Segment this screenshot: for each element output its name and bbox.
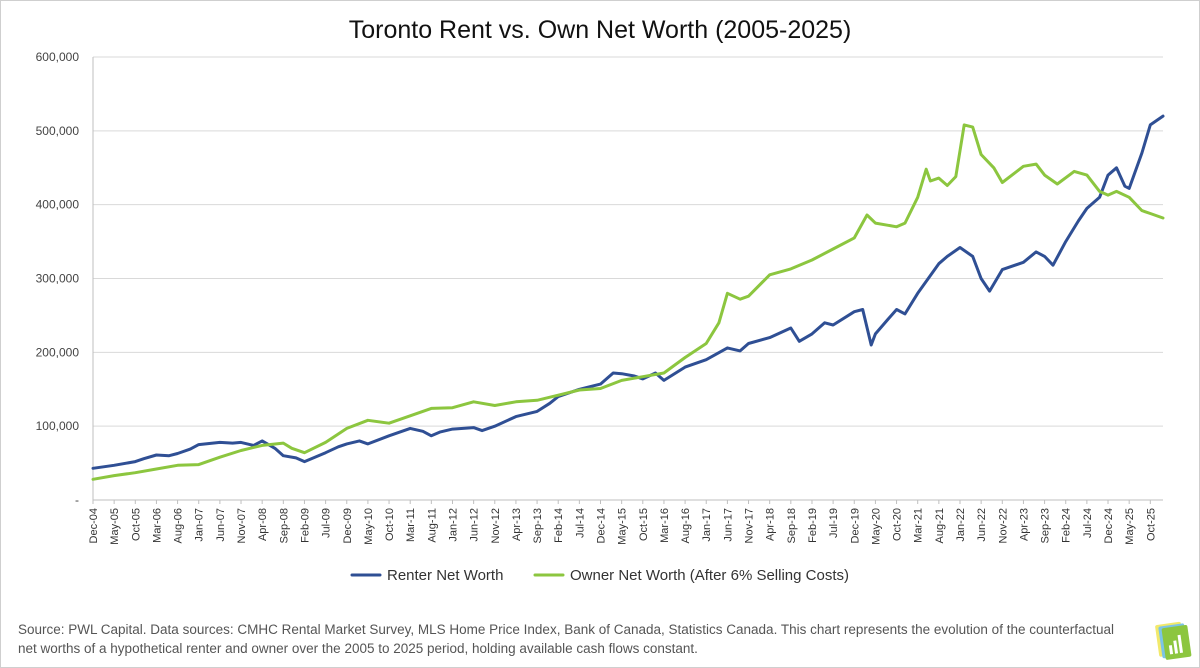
x-tick-label: Sep-23 xyxy=(1040,508,1052,543)
x-tick-label: May-25 xyxy=(1124,508,1136,545)
logo-bar xyxy=(1173,640,1179,654)
chart-title: Toronto Rent vs. Own Net Worth (2005-202… xyxy=(349,16,852,44)
x-tick-label: Jan-22 xyxy=(955,508,967,542)
source-note: Source: PWL Capital. Data sources: CMHC … xyxy=(18,622,1115,656)
x-tick-label: Jul-24 xyxy=(1082,508,1094,538)
x-tick-label: Aug-21 xyxy=(934,508,946,543)
series-lines xyxy=(91,114,1165,481)
x-tick-label: Apr-08 xyxy=(257,508,269,541)
x-tick-label: Jun-22 xyxy=(976,508,988,542)
x-tick-label: Feb-09 xyxy=(299,508,311,543)
x-tick-label: Aug-11 xyxy=(426,508,438,543)
legend-label: Owner Net Worth (After 6% Selling Costs) xyxy=(570,567,849,584)
y-tick-label: 300,000 xyxy=(36,272,80,286)
x-tick-label: Apr-23 xyxy=(1018,508,1030,541)
y-tick-label: - xyxy=(75,493,79,507)
x-tick-label: Nov-12 xyxy=(490,508,502,543)
x-tick-label: Sep-08 xyxy=(278,508,290,543)
x-tick-label: Sep-18 xyxy=(786,508,798,543)
x-tick-label: Jun-07 xyxy=(215,508,227,542)
x-tick-label: Oct-20 xyxy=(892,508,904,541)
x-tick-label: Aug-16 xyxy=(680,508,692,543)
logo-bar xyxy=(1177,634,1184,654)
x-tick-label: Jun-12 xyxy=(469,508,481,542)
logo-bar xyxy=(1168,645,1174,655)
x-tick-label: Jan-07 xyxy=(194,508,206,542)
x-tick-label: Mar-11 xyxy=(405,508,417,542)
x-tick-label: May-20 xyxy=(870,508,882,545)
x-tick-label: Feb-19 xyxy=(807,508,819,543)
x-tick-label: Nov-17 xyxy=(744,508,756,543)
x-tick-label: Nov-07 xyxy=(236,508,248,543)
x-tick-label: Feb-14 xyxy=(553,508,565,543)
series-line-renter xyxy=(91,114,1165,470)
x-tick-label: Oct-15 xyxy=(638,508,650,541)
bar-chart-logo-icon xyxy=(1155,621,1192,660)
x-tick-label: Oct-05 xyxy=(130,508,142,541)
x-tick-label: Nov-22 xyxy=(997,508,1009,543)
x-tick-label: Apr-18 xyxy=(765,508,777,541)
y-tick-label: 500,000 xyxy=(36,124,80,138)
x-tick-label: Dec-09 xyxy=(342,508,354,543)
x-tick-label: Feb-24 xyxy=(1061,508,1073,543)
legend-label: Renter Net Worth xyxy=(387,567,503,584)
x-tick-label: Jun-17 xyxy=(722,508,734,542)
x-tick-label: Apr-13 xyxy=(511,508,523,541)
x-tick-label: Dec-24 xyxy=(1103,508,1115,543)
x-tick-label: Jul-14 xyxy=(574,508,586,538)
y-tick-label: 100,000 xyxy=(36,419,80,433)
x-tick-label: Mar-21 xyxy=(913,508,925,543)
x-tick-label: Jan-17 xyxy=(701,508,713,542)
x-tick-label: May-15 xyxy=(617,508,629,545)
x-tick-label: Dec-19 xyxy=(849,508,861,543)
x-tick-label: Jul-19 xyxy=(828,508,840,538)
x-tick-label: Sep-13 xyxy=(532,508,544,543)
y-tick-label: 200,000 xyxy=(36,345,80,359)
x-tick-label: Mar-16 xyxy=(659,508,671,543)
logo-card-front xyxy=(1161,625,1192,660)
x-tick-label: Dec-14 xyxy=(596,508,608,543)
x-tick-label: Jan-12 xyxy=(447,508,459,542)
grid xyxy=(93,56,1163,427)
x-tick-label: Oct-10 xyxy=(384,508,396,541)
y-tick-label: 400,000 xyxy=(36,198,80,212)
x-tick-label: May-10 xyxy=(363,508,375,545)
x-tick-label: Aug-06 xyxy=(173,508,185,543)
x-tick-label: May-05 xyxy=(109,508,121,545)
y-axis: - 100,000 200,000 300,000 400,000 500,000 600,… xyxy=(36,50,94,507)
x-tick-label: Dec-04 xyxy=(88,508,100,543)
x-tick-label: Oct-25 xyxy=(1145,508,1157,541)
x-tick-label: Jul-09 xyxy=(321,508,333,538)
y-tick-label: 600,000 xyxy=(36,50,80,64)
x-axis: Dec-04 May-05 Oct-05 Mar-06 Aug-06 Jan-07 Jun-… xyxy=(88,499,1163,545)
x-tick-label: Mar-06 xyxy=(151,508,163,543)
series-line-owner xyxy=(91,123,1165,481)
legend: Renter Net Worth Owner Net Worth (After 6… xyxy=(350,567,849,584)
